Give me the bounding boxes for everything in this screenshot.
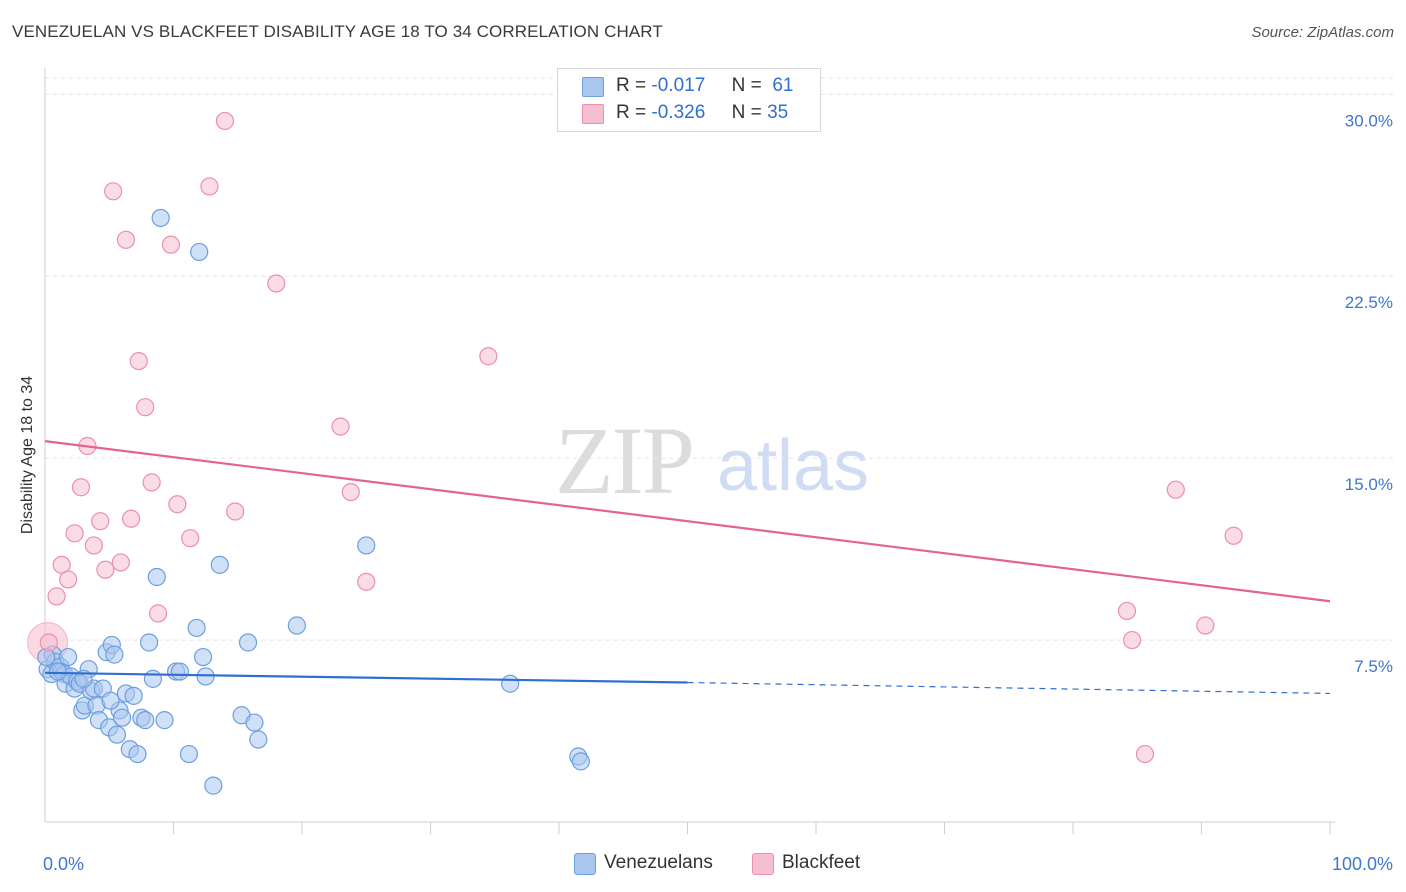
point-blackfeet xyxy=(479,347,498,366)
point-blackfeet xyxy=(357,572,376,591)
legend-r-label: R = xyxy=(616,102,647,123)
point-blackfeet xyxy=(59,570,78,589)
point-blackfeet xyxy=(341,482,360,502)
point-blackfeet xyxy=(1117,601,1137,621)
point-blackfeet xyxy=(148,604,168,623)
point-blackfeet xyxy=(1196,616,1215,635)
legend-n-label: N = xyxy=(731,75,762,96)
point-blackfeet xyxy=(71,478,91,497)
point-blackfeet xyxy=(1123,630,1142,650)
legend-n-value-blackfeet: 35 xyxy=(767,102,789,123)
point-venezuelan xyxy=(245,713,264,732)
x-tick-label-min: 0.0% xyxy=(43,854,84,874)
point-blackfeet xyxy=(39,633,58,652)
point-blackfeet xyxy=(215,111,234,131)
point-venezuelan xyxy=(190,242,209,262)
point-venezuelan xyxy=(210,555,229,574)
legend-r-value-blackfeet: -0.326 xyxy=(651,102,706,123)
point-venezuelan xyxy=(74,669,93,688)
point-blackfeet xyxy=(1135,744,1155,764)
point-venezuelan xyxy=(187,618,206,638)
legend-swatch-venezuelans xyxy=(582,77,604,97)
legend-r-label: R = xyxy=(616,75,647,96)
point-blackfeet xyxy=(121,509,141,528)
point-blackfeet xyxy=(65,524,84,543)
point-venezuelan xyxy=(59,647,78,667)
point-venezuelan xyxy=(107,725,127,744)
point-venezuelan xyxy=(105,645,124,664)
legend-swatch-blackfeet xyxy=(582,104,604,124)
point-blackfeet xyxy=(181,529,200,548)
source-label: Source: ZipAtlas.com xyxy=(1251,24,1394,41)
point-blackfeet xyxy=(116,230,136,249)
point-blackfeet xyxy=(168,495,187,514)
point-blackfeet xyxy=(161,235,181,254)
y-tick-label: 22.5% xyxy=(1345,293,1393,312)
point-venezuelan xyxy=(204,776,223,795)
watermark-atlas: atlas xyxy=(717,426,870,506)
point-venezuelan xyxy=(196,667,215,686)
point-blackfeet xyxy=(111,553,130,572)
point-venezuelan xyxy=(287,616,306,635)
point-blackfeet xyxy=(267,274,286,293)
bottom-legend-swatch-blackfeet xyxy=(752,853,774,875)
point-venezuelan xyxy=(179,744,199,764)
point-venezuelan xyxy=(128,744,147,764)
point-blackfeet xyxy=(331,417,350,436)
point-blackfeet xyxy=(84,536,103,555)
bottom-legend-swatch-venezuelans xyxy=(574,853,596,875)
point-blackfeet xyxy=(1224,526,1243,545)
point-blackfeet xyxy=(200,177,219,196)
point-venezuelan xyxy=(501,674,520,693)
bottom-legend-label-venezuelans: Venezuelans xyxy=(604,852,713,873)
point-blackfeet xyxy=(47,587,66,606)
y-tick-label: 7.5% xyxy=(1354,657,1393,676)
point-venezuelan xyxy=(48,662,67,681)
point-venezuelan xyxy=(147,567,166,587)
point-venezuelan xyxy=(249,730,268,749)
y-tick-label: 30.0% xyxy=(1345,111,1393,130)
legend-n-value-venezuelans: 61 xyxy=(772,75,794,96)
point-blackfeet xyxy=(136,398,155,417)
legend-n-label: N = xyxy=(731,102,762,123)
point-blackfeet xyxy=(104,182,123,201)
point-blackfeet xyxy=(91,512,110,531)
point-blackfeet xyxy=(142,473,161,492)
trendline-extension-venezuelan xyxy=(687,681,1331,695)
point-venezuelan xyxy=(238,633,258,652)
point-venezuelan xyxy=(170,662,190,681)
point-venezuelan xyxy=(139,633,159,652)
watermark-zip: ZIP xyxy=(555,407,695,514)
point-blackfeet xyxy=(1166,480,1185,499)
point-venezuelan xyxy=(124,686,143,705)
point-venezuelan xyxy=(193,647,213,667)
point-blackfeet xyxy=(226,502,245,521)
point-venezuelan xyxy=(112,708,132,727)
point-venezuelan xyxy=(357,536,376,555)
point-venezuelan xyxy=(143,669,163,688)
legend-r-value-venezuelans: -0.017 xyxy=(651,75,706,96)
trendline-blackfeet xyxy=(44,440,1331,603)
point-venezuelan xyxy=(101,691,120,710)
trendline-venezuelan xyxy=(44,671,688,684)
point-venezuelan xyxy=(155,711,174,730)
x-tick-label-max: 100.0% xyxy=(1332,854,1393,874)
y-tick-label: 15.0% xyxy=(1345,475,1393,494)
bottom-legend-label-blackfeet: Blackfeet xyxy=(782,852,861,873)
chart-title: VENEZUELAN VS BLACKFEET DISABILITY AGE 1… xyxy=(12,22,663,41)
correlation-legend: R = -0.017 N = 61 R = -0.326 N = 35 xyxy=(557,68,821,132)
point-blackfeet xyxy=(96,560,115,579)
point-venezuelan xyxy=(136,711,155,730)
point-blackfeet xyxy=(129,351,148,371)
point-venezuelan xyxy=(151,208,170,228)
point-venezuelan xyxy=(571,752,590,771)
